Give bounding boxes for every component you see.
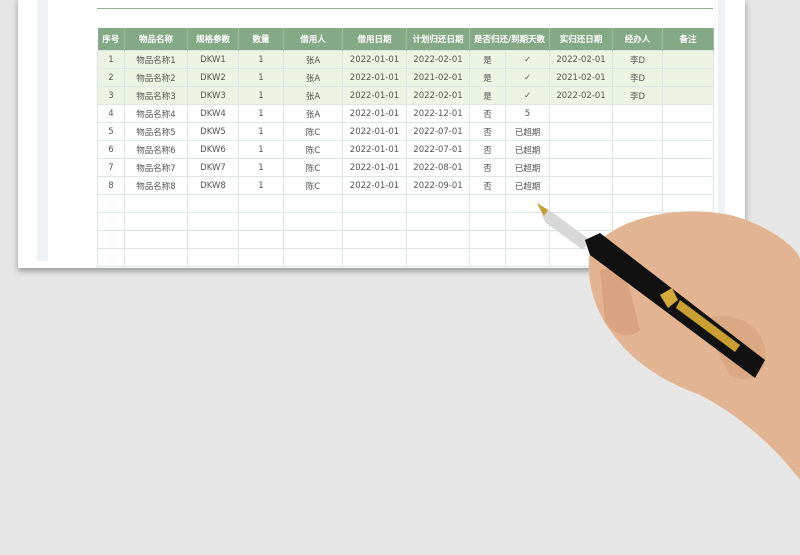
table-cell[interactable]: 2 [97,68,125,87]
table-cell[interactable]: 李D [612,50,664,69]
pen-nib-icon [537,203,548,216]
table-row: 2 物品名称2 DKW2 1 张A 2022-01-01 2021-02-01 是 ✓ 2021-… [97,68,715,87]
table-cell[interactable]: 1 [97,50,125,69]
column-header: 序号 [97,28,125,51]
table-cell[interactable]: 2022-01-01 [342,86,407,105]
pen-nib-section [537,203,590,250]
table-cell[interactable]: 张A [283,50,343,69]
table-cell[interactable]: 张A [283,68,343,87]
table-row: 3 物品名称3 DKW3 1 张A 2022-01-01 2022-02-01 是 ✓ 2022-… [97,86,715,105]
table-cell[interactable]: 2022-02-01 [406,50,470,69]
table-row: 8 物品名称8 DKW8 1 陈C 2022-01-01 2022-09-01 否已超期 [97,176,715,195]
table-cell[interactable]: 已超期 [504,158,551,177]
column-header: 备注 [662,28,715,51]
table-cell[interactable]: 2022-02-01 [549,50,614,69]
table-cell[interactable] [662,86,715,105]
column-header: 规格参数 [187,28,239,51]
table-cell[interactable]: 是 [469,86,506,105]
title-divider [97,8,713,9]
table-row: 5 物品名称5 DKW5 1 陈C 2022-01-01 2022-07-01 否已超期 [97,122,715,141]
column-header: 是否归还/到期天数 [469,28,551,51]
table-cell[interactable] [662,68,715,87]
table-cell[interactable]: 物品名称2 [124,68,188,87]
table-row: 6 物品名称6 DKW6 1 陈C 2022-01-01 2022-07-01 否已超期 [97,140,715,159]
pen-clip [676,300,740,352]
column-header: 物品名称 [124,28,188,51]
table-cell[interactable]: 1 [238,50,284,69]
table-cell[interactable]: ✓ [504,68,551,87]
table-cell[interactable]: 2021-02-01 [549,68,614,87]
table-cell[interactable]: 2022-01-01 [342,50,407,69]
table-cell[interactable]: DKW2 [187,68,239,87]
borrow-record-table: 序号 物品名称 规格参数 数量 借用人 借用日期 计划归还日期 是否归还/到期天数 实归还日期经… [97,28,715,267]
column-header: 借用日期 [342,28,407,51]
empty-row [97,194,715,213]
table-cell[interactable]: DKW3 [187,86,239,105]
column-header: 借用人 [283,28,343,51]
header-row: 序号 物品名称 规格参数 数量 借用人 借用日期 计划归还日期 是否归还/到期天数 实归还日期经… [97,28,715,51]
column-header: 经办人 [612,28,664,51]
table-cell[interactable]: 2021-02-01 [406,68,470,87]
table-cell[interactable]: DKW1 [187,50,239,69]
pen-barrel [585,233,765,378]
column-header: 实归还日期 [549,28,614,51]
thumb [600,268,640,336]
table-cell[interactable]: 已超期 [504,140,551,159]
column-header: 数量 [238,28,284,51]
pen-gold-ring [660,288,678,308]
table-cell[interactable]: 2022-02-01 [549,86,614,105]
table-row: 7 物品名称7 DKW7 1 陈C 2022-01-01 2022-08-01 否已超期 [97,158,715,177]
table-row: 1 物品名称1 DKW1 1 张A 2022-01-01 2022-02-01 是 ✓ 2022-… [97,50,715,69]
table-cell[interactable]: ✓ [504,86,551,105]
table-cell[interactable]: 1 [238,68,284,87]
table-cell[interactable]: 是 [469,68,506,87]
empty-cell[interactable] [504,248,551,267]
table-cell[interactable]: 物品名称1 [124,50,188,69]
table-cell[interactable]: ✓ [504,50,551,69]
column-header: 计划归还日期 [406,28,470,51]
table-cell[interactable]: 3 [97,86,125,105]
